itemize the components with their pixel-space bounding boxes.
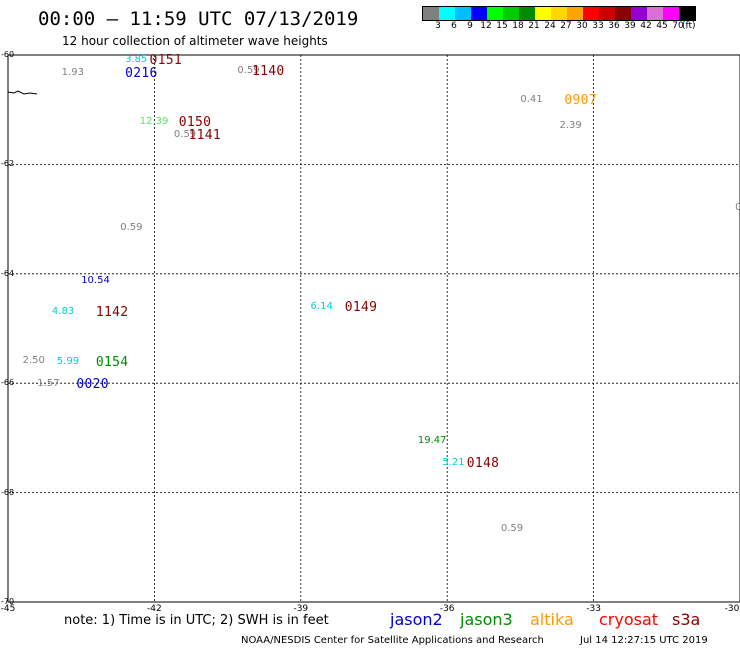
legend-label: 21 [528, 21, 540, 31]
legend-label: 18 [512, 21, 524, 31]
latitude-tick-label: -68 [1, 487, 15, 497]
coastline-fragment [7, 90, 38, 95]
legend-label: 12 [480, 21, 492, 31]
wave-height-value: 0.59 [173, 128, 197, 140]
legend-label: 42 [640, 21, 652, 31]
wave-height-value: 5.99 [56, 356, 80, 368]
legend-label: 27 [560, 21, 572, 31]
legend-label: 24 [544, 21, 556, 31]
satellite-legend-item: altika [530, 610, 574, 629]
wave-height-value: 0.59 [237, 65, 260, 77]
legend-swatch [679, 7, 695, 20]
color-scale-labels: 3 6 9 12 15 18 21 24 27 30 33 36 39 42 45 70 (ft) [422, 21, 740, 33]
legend-swatch [455, 7, 471, 20]
wave-height-value: 0.41 [735, 202, 740, 214]
longitude-tick-label: -30 [724, 604, 740, 614]
wave-height-value: 1.57 [37, 378, 60, 390]
generated-timestamp: Jul 14 12:27:15 UTC 2019 [580, 635, 708, 646]
wave-height-value: 5.21 [442, 456, 465, 468]
legend-swatch [583, 7, 599, 20]
legend-label: 15 [496, 21, 508, 31]
legend-label: 30 [576, 21, 588, 31]
legend-swatch [663, 7, 679, 20]
legend-label: 36 [608, 21, 620, 31]
units-note: note: 1) Time is in UTC; 2) SWH is in fe… [64, 613, 329, 628]
pass-time-label: 1141 [188, 127, 222, 143]
longitude-tick-label: -33 [586, 604, 601, 614]
legend-label: 70 [672, 21, 684, 31]
wave-height-value: 19.47 [417, 434, 447, 446]
pass-time-label: 0907 [564, 92, 597, 108]
legend-swatch [439, 7, 455, 20]
latitude-tick-label: -64 [1, 268, 15, 278]
legend-swatch [551, 7, 567, 20]
pass-time-label: 0154 [95, 355, 129, 371]
longitude-tick-label: -39 [293, 604, 309, 614]
satellite-legend-item: s3a [672, 610, 701, 629]
color-scale-legend [422, 6, 696, 21]
legend-label: 45 [656, 21, 668, 31]
longitude-tick-label: -42 [147, 604, 162, 614]
pass-time-label: 0216 [125, 66, 158, 82]
wave-height-value: 1.93 [61, 67, 84, 79]
wave-height-value: 3.85 [125, 54, 148, 66]
legend-swatch [599, 7, 615, 20]
map-subtitle: 12 hour collection of altimeter wave hei… [62, 34, 328, 48]
pass-time-label: 0149 [344, 299, 378, 315]
legend-swatch [519, 7, 535, 20]
longitude-tick-label: -45 [0, 604, 16, 614]
latitude-tick-label: -60 [1, 50, 15, 59]
map-title: 00:00 – 11:59 UTC 07/13/2019 [38, 8, 359, 30]
pass-time-label: 1140 [252, 64, 285, 80]
wave-height-value: 10.54 [81, 274, 110, 286]
wave-height-value: 0.59 [120, 222, 143, 234]
legend-swatch [631, 7, 647, 20]
pass-time-label: 0148 [466, 455, 500, 471]
pass-time-label: 1142 [95, 305, 129, 321]
satellite-legend-item: jason2 [390, 610, 443, 629]
legend-swatch [487, 7, 503, 20]
wave-height-value: 0.59 [500, 523, 524, 535]
legend-swatch [647, 7, 663, 20]
satellite-legend-item: cryosat [599, 610, 659, 629]
legend-swatch [471, 7, 487, 20]
satellite-legend-item: jason3 [460, 610, 513, 629]
legend-swatch [567, 7, 583, 20]
legend-swatch [615, 7, 631, 20]
pass-time-label: 0020 [76, 377, 109, 393]
credit-line: NOAA/NESDIS Center for Satellite Applica… [241, 635, 544, 646]
wave-height-value: 4.83 [51, 306, 75, 318]
map-frame [7, 54, 740, 603]
longitude-tick-label: -36 [439, 604, 455, 614]
legend-unit: (ft) [682, 21, 696, 31]
latitude-tick-label: -62 [1, 159, 15, 169]
legend-label: 3 [435, 21, 441, 31]
legend-label: 9 [467, 21, 473, 31]
wave-height-value: 2.39 [559, 119, 582, 131]
latitude-tick-label: -66 [1, 378, 15, 388]
wave-height-value: 6.14 [310, 300, 333, 312]
pass-time-label: 0150 [178, 114, 212, 130]
pass-time-label: 0151 [149, 53, 183, 69]
wave-height-value: 0.41 [520, 93, 543, 105]
legend-label: 6 [451, 21, 457, 31]
legend-swatch [503, 7, 519, 20]
legend-swatch [535, 7, 551, 20]
legend-label: 39 [624, 21, 636, 31]
wave-height-value: 12.39 [139, 115, 169, 127]
latitude-tick-label: -70 [1, 597, 15, 606]
legend-swatch [423, 7, 439, 20]
legend-label: 33 [592, 21, 604, 31]
graticule [8, 55, 740, 602]
wave-height-value: 2.50 [22, 355, 45, 367]
